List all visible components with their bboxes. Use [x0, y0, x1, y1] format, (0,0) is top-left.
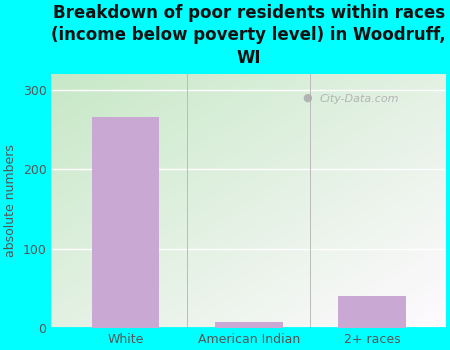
Title: Breakdown of poor residents within races
(income below poverty level) in Woodruf: Breakdown of poor residents within races…: [51, 4, 446, 66]
Bar: [215, 322, 283, 328]
Text: City-Data.com: City-Data.com: [320, 94, 399, 104]
Text: ●: ●: [302, 93, 312, 103]
Y-axis label: absolute numbers: absolute numbers: [4, 145, 17, 257]
Bar: [338, 296, 406, 328]
Bar: [91, 117, 159, 328]
